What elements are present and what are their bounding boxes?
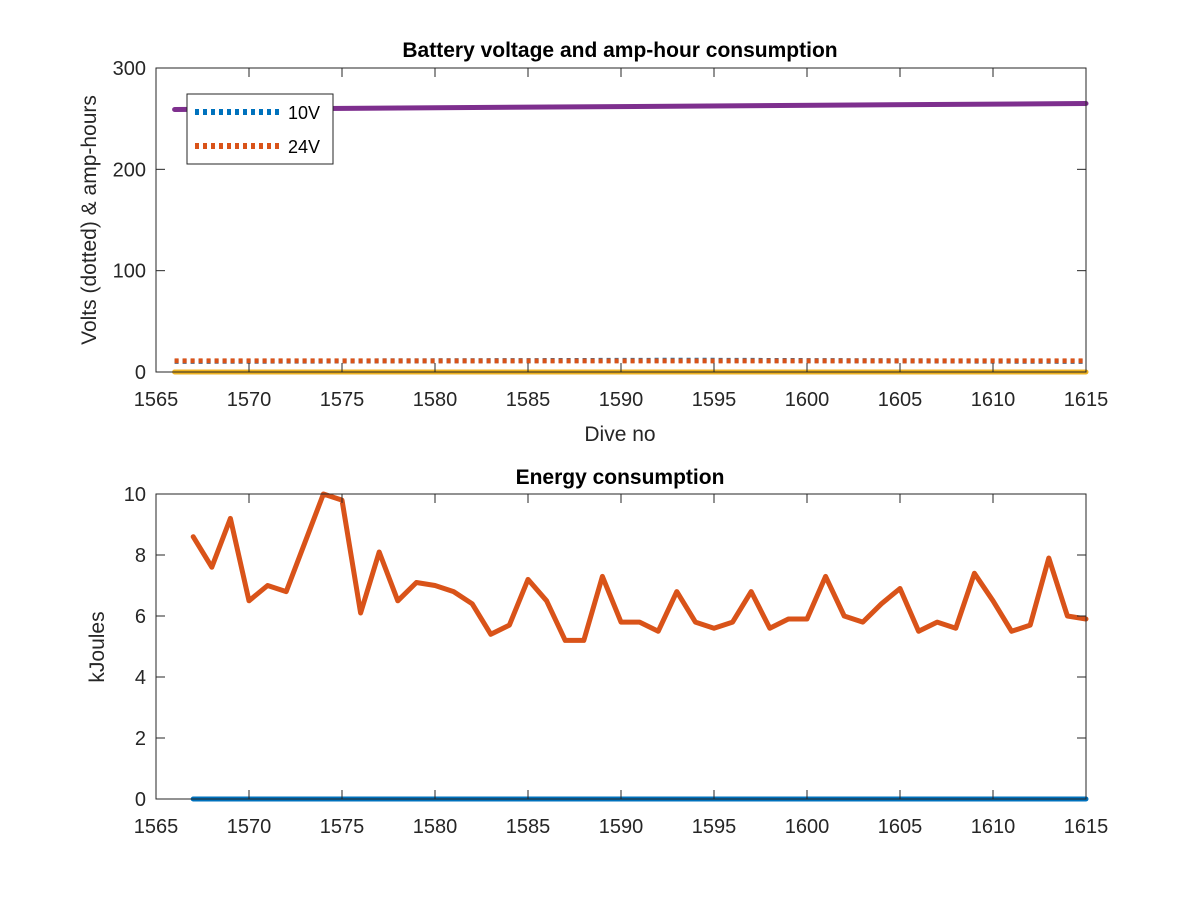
x-tick-label: 1615 [1064, 389, 1109, 411]
x-tick-label: 1575 [320, 389, 365, 411]
x-tick-label: 1565 [134, 816, 179, 838]
x-tick-label: 1600 [785, 816, 830, 838]
y-tick-label: 10 [124, 484, 146, 506]
battery-plot-x-ticks: 1565 1570 1575 1580 1585 1590 1595 1600 1605 1610… [134, 68, 1109, 411]
y-tick-label: 8 [135, 545, 146, 567]
legend-box [186, 93, 334, 165]
x-tick-label: 1565 [134, 389, 179, 411]
battery-plot-y-label: Volts (dotted) & amp-hours [78, 95, 101, 345]
energy-plot-title: Energy consumption [516, 466, 725, 489]
x-tick-label: 1580 [413, 816, 458, 838]
x-tick-label: 1570 [227, 389, 272, 411]
x-tick-label: 1610 [971, 389, 1016, 411]
x-tick-label: 1575 [320, 816, 365, 838]
battery-plot-axes-box [155, 67, 1087, 373]
energy-consumption-plot: Energy consumption 1565 1570 1575 1580 1585 1… [86, 466, 1108, 838]
y-tick-label: 2 [135, 728, 146, 750]
x-tick-label: 1615 [1064, 816, 1109, 838]
energy-plot-x-ticks: 1565 1570 1575 1580 1585 1590 1595 1600 1605 1610… [134, 494, 1109, 838]
battery-plot-y-ticks: 0 100 200 300 [113, 58, 1086, 384]
y-tick-label: 100 [113, 261, 146, 283]
x-tick-label: 1585 [506, 816, 551, 838]
x-tick-label: 1600 [785, 389, 830, 411]
y-tick-label: 4 [135, 667, 146, 689]
legend-24v-label: 24V [288, 137, 320, 157]
y-tick-label: 0 [135, 789, 146, 811]
battery-plot-x-label: Dive no [584, 423, 655, 446]
energy-plot-y-label: kJoules [86, 611, 109, 682]
battery-plot-title: Battery voltage and amp-hour consumption [402, 39, 837, 62]
x-tick-label: 1570 [227, 816, 272, 838]
x-tick-label: 1595 [692, 816, 737, 838]
x-tick-label: 1590 [599, 816, 644, 838]
x-tick-label: 1595 [692, 389, 737, 411]
x-tick-label: 1590 [599, 389, 644, 411]
x-tick-label: 1605 [878, 816, 923, 838]
x-tick-label: 1580 [413, 389, 458, 411]
energy-plot-axes-box [155, 493, 1087, 800]
x-tick-label: 1585 [506, 389, 551, 411]
x-tick-label: 1605 [878, 389, 923, 411]
y-tick-label: 6 [135, 606, 146, 628]
y-tick-label: 300 [113, 58, 146, 80]
y-tick-label: 0 [135, 362, 146, 384]
battery-plot-legend: 10V 24V [186, 93, 334, 165]
x-tick-label: 1610 [971, 816, 1016, 838]
y-tick-label: 200 [113, 159, 146, 181]
legend-10v-label: 10V [288, 103, 320, 123]
energy-plot-y-ticks: 0 2 4 6 8 10 [124, 484, 1086, 811]
battery-voltage-plot: Battery voltage and amp-hour consumption… [78, 39, 1108, 446]
